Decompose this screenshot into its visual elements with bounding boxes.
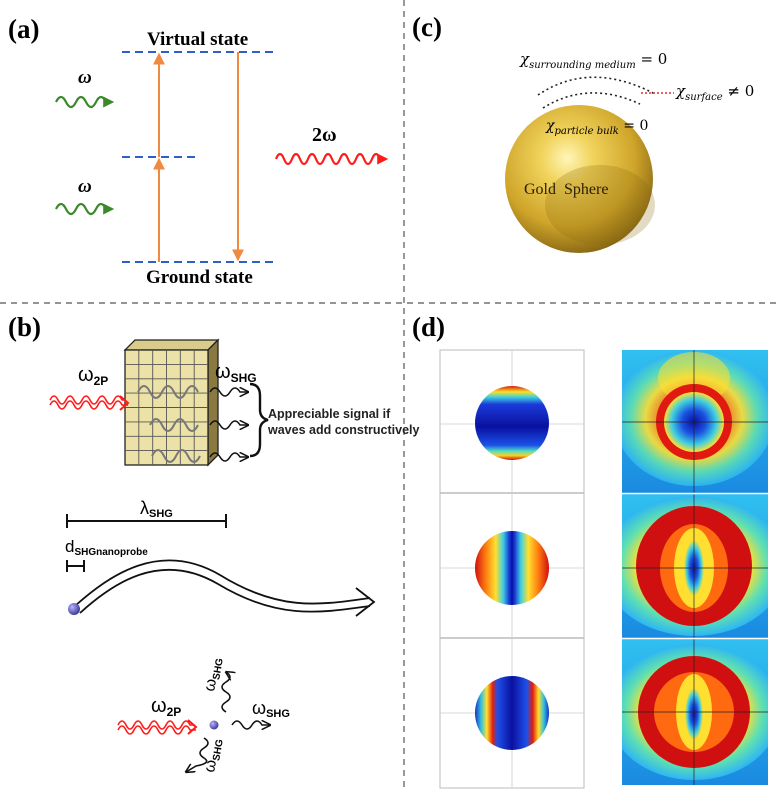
omega-shg-down-label: ωSHG [201, 737, 226, 774]
green-wave-top [55, 95, 115, 109]
nanoprobe-ball-bottom [209, 720, 219, 730]
chi-bulk-label: χparticle bulk = 0 [545, 118, 648, 137]
input-beam-top-a [49, 395, 126, 405]
input-beam-top-head [119, 395, 130, 411]
two-omega-label: 2ω [312, 124, 337, 146]
d-nanoprobe-label: dSHGnanoprobe [65, 537, 148, 558]
panel-c: (c) χsurrounding medium = 0 χsurface ≠ 0… [412, 12, 754, 253]
nanoprobe-ball [68, 603, 80, 615]
omega-shg-top-label: ωSHG [215, 361, 257, 385]
particle-bulk-arc [542, 92, 641, 109]
red-wave [274, 152, 389, 166]
signal-text-line1: Appreciable signal if [268, 407, 391, 421]
omega-shg-right-label: ωSHG [252, 698, 290, 720]
sphere-maps-column [439, 349, 585, 789]
virtual-state-label: Virtual state [147, 29, 248, 50]
field-map-3 [622, 639, 768, 785]
scatter-wave-up [221, 672, 230, 713]
omega-shg-up-label: ωSHG [201, 656, 226, 693]
input-beam-top-b [49, 400, 128, 410]
input-beam-bottom-head [187, 719, 198, 735]
green-wave-bottom [55, 202, 115, 216]
signal-text-line2: waves add constructively [267, 423, 420, 437]
output-wave-1 [209, 388, 248, 396]
omega-top-label: ω [78, 67, 92, 88]
long-wave-arrowhead [355, 587, 376, 617]
ground-state-label: Ground state [146, 267, 253, 288]
input-beam-bottom-a [117, 720, 194, 730]
gold-sphere-shadow [545, 165, 655, 245]
panel-d-label: (d) [412, 312, 445, 342]
field-maps-column [622, 350, 768, 785]
output-wave-3 [209, 453, 248, 461]
omega-bottom-label: ω [78, 176, 92, 197]
crystal-block [123, 338, 220, 467]
field-map-1 [622, 350, 768, 493]
field-map-2 [622, 494, 768, 638]
panel-a: (a) Virtual state Ground state ω ω 2ω [8, 14, 389, 288]
panel-d: (d) [412, 312, 768, 789]
long-wave-inner [79, 568, 371, 614]
omega-2p-bottom-label: ω2P [151, 695, 181, 719]
chi-medium-label: χsurrounding medium = 0 [519, 50, 667, 71]
sphere-map-3 [475, 676, 549, 750]
gold-sphere [505, 105, 653, 253]
panel-a-label: (a) [8, 14, 39, 44]
panel-b-label: (b) [8, 312, 41, 342]
sphere-map-1 [475, 386, 549, 460]
curly-brace [249, 382, 269, 458]
lambda-shg-label: λSHG [140, 498, 173, 520]
scatter-wave-down [186, 737, 209, 772]
scatter-wave-right [231, 721, 270, 729]
panel-c-label: (c) [412, 12, 442, 42]
long-wave-outer [75, 559, 371, 606]
omega-2p-top-label: ω2P [78, 364, 108, 388]
output-wave-2 [209, 421, 248, 429]
gold-sphere-label: Gold Sphere [524, 181, 608, 198]
chi-surface-label: χsurface ≠ 0 [675, 82, 754, 103]
input-beam-bottom-b [117, 725, 196, 735]
panel-b: (b) ω2P ωSH [8, 312, 420, 774]
sphere-map-2 [475, 531, 549, 605]
